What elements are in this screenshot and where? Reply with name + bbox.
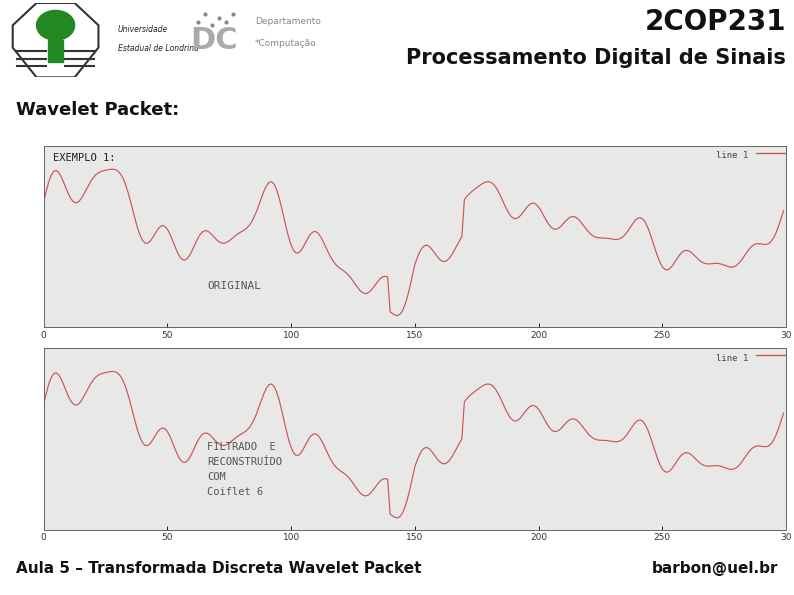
Text: FILTRADO  E
RECONSTRUÍDO
COM
Coiflet 6: FILTRADO E RECONSTRUÍDO COM Coiflet 6 xyxy=(207,443,282,497)
Text: 50: 50 xyxy=(162,331,173,340)
Circle shape xyxy=(37,10,75,40)
Text: Universidade: Universidade xyxy=(118,25,168,35)
Text: 30: 30 xyxy=(781,534,792,543)
Text: 150: 150 xyxy=(407,331,423,340)
Text: 200: 200 xyxy=(530,331,547,340)
Text: 150: 150 xyxy=(407,534,423,543)
Text: Estadual de Londrina: Estadual de Londrina xyxy=(118,44,198,53)
Text: EXEMPLO 1:: EXEMPLO 1: xyxy=(52,153,115,163)
Text: Aula 5 – Transformada Discreta Wavelet Packet: Aula 5 – Transformada Discreta Wavelet P… xyxy=(16,560,422,576)
Text: Wavelet Packet:: Wavelet Packet: xyxy=(16,101,179,119)
Text: DC: DC xyxy=(191,26,238,55)
Text: 250: 250 xyxy=(653,331,671,340)
Text: 50: 50 xyxy=(162,534,173,543)
Text: *Computação: *Computação xyxy=(255,39,317,48)
Text: Departamento: Departamento xyxy=(255,17,321,26)
Text: 100: 100 xyxy=(283,534,300,543)
Text: 0: 0 xyxy=(40,331,47,340)
Text: 100: 100 xyxy=(283,331,300,340)
Text: 2COP231: 2COP231 xyxy=(645,8,786,36)
Text: Processamento Digital de Sinais: Processamento Digital de Sinais xyxy=(407,48,786,68)
Text: 250: 250 xyxy=(653,534,671,543)
Text: line 1: line 1 xyxy=(715,353,748,362)
Text: 0: 0 xyxy=(40,534,47,543)
Text: ORIGINAL: ORIGINAL xyxy=(207,281,261,291)
Bar xyxy=(48,40,64,62)
Text: line 1: line 1 xyxy=(715,151,748,160)
Text: 30: 30 xyxy=(781,331,792,340)
Text: barbon@uel.br: barbon@uel.br xyxy=(652,560,778,576)
Text: 200: 200 xyxy=(530,534,547,543)
Polygon shape xyxy=(13,3,98,77)
